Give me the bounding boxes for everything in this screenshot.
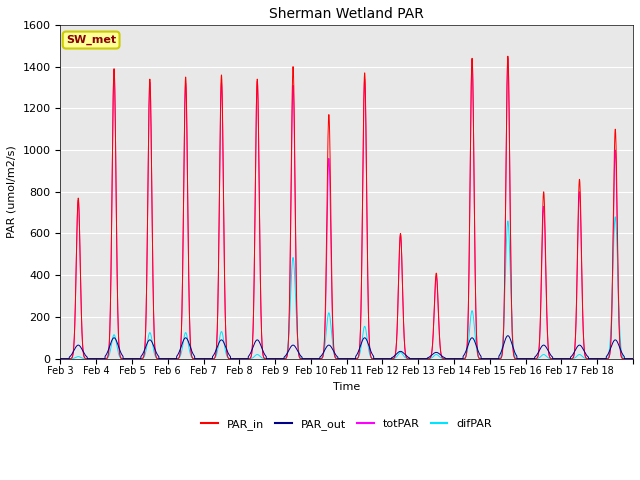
Legend: PAR_in, PAR_out, totPAR, difPAR: PAR_in, PAR_out, totPAR, difPAR: [197, 414, 497, 434]
X-axis label: Time: Time: [333, 382, 360, 392]
Title: Sherman Wetland PAR: Sherman Wetland PAR: [269, 7, 424, 21]
Text: SW_met: SW_met: [66, 35, 116, 45]
Y-axis label: PAR (umol/m2/s): PAR (umol/m2/s): [7, 145, 17, 238]
